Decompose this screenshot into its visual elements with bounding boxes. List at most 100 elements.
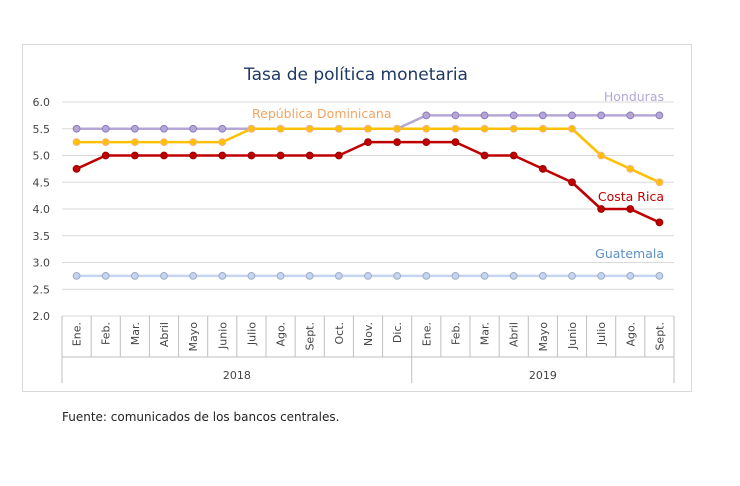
x-tick-label: Mayo <box>187 322 200 352</box>
data-point <box>160 138 168 147</box>
data-point <box>597 271 606 280</box>
data-point <box>509 111 518 120</box>
data-point <box>626 271 635 280</box>
data-point <box>247 271 256 280</box>
series-label: Guatemala <box>595 246 664 261</box>
y-axis: 2.0 2.5 3.0 3.5 4.0 4.5 5.0 5.5 6.0 <box>33 96 51 323</box>
x-tick-label: Ago. <box>275 322 288 347</box>
y-tick-label: 5.0 <box>33 150 51 163</box>
data-point <box>422 271 431 280</box>
data-point <box>101 138 110 147</box>
year-label: 2018 <box>223 369 251 382</box>
data-point <box>364 124 372 133</box>
line-chart: Tasa de política monetaria 2.0 2.5 3.0 3.5 4… <box>33 65 675 383</box>
series-label: Honduras <box>604 89 664 104</box>
data-point <box>364 271 372 280</box>
data-point <box>130 138 139 147</box>
data-point <box>189 138 198 147</box>
y-tick-label: 5.5 <box>33 123 51 136</box>
data-point <box>597 151 606 160</box>
chart-title: Tasa de política monetaria <box>243 65 468 85</box>
data-point <box>276 124 285 133</box>
data-point <box>393 271 402 280</box>
data-point <box>568 271 576 280</box>
source-note: Fuente: comunicados de los bancos centra… <box>62 410 340 424</box>
data-point <box>276 271 285 280</box>
x-tick-label: Oct. <box>333 322 346 345</box>
data-point <box>626 111 635 120</box>
y-tick-label: 4.5 <box>33 176 51 189</box>
y-tick-label: 3.0 <box>33 257 51 270</box>
data-point <box>597 205 606 213</box>
x-tick-label: Nov. <box>362 322 375 346</box>
x-tick-label: Abril <box>158 322 171 347</box>
y-tick-label: 6.0 <box>33 96 51 109</box>
series-lines <box>72 111 664 280</box>
data-point <box>538 164 547 173</box>
data-point <box>101 151 110 160</box>
data-point <box>364 138 372 147</box>
data-point <box>101 124 110 133</box>
x-tick-label: Dic. <box>391 322 404 343</box>
data-point <box>247 124 256 133</box>
chart-frame <box>22 44 692 392</box>
data-point <box>655 271 664 280</box>
x-tick-label: Mayo <box>537 322 550 352</box>
y-tick-label: 4.0 <box>33 203 51 216</box>
data-point <box>130 151 139 160</box>
data-point <box>334 271 343 280</box>
data-point <box>218 151 227 160</box>
data-point <box>480 151 489 160</box>
data-point <box>218 124 227 133</box>
data-point <box>480 271 489 280</box>
data-point <box>422 124 431 133</box>
x-tick-label: Julio <box>245 322 258 346</box>
data-point <box>626 164 635 173</box>
data-point <box>568 178 576 187</box>
data-point <box>160 124 168 133</box>
data-point <box>509 124 518 133</box>
data-point <box>538 124 547 133</box>
x-tick-label: Sept. <box>304 322 317 351</box>
data-point <box>393 138 402 147</box>
x-tick-label: Junio <box>566 322 579 350</box>
series-labels: Honduras República Dominicana Costa Rica Gu… <box>252 89 664 261</box>
data-point <box>305 124 314 133</box>
x-tick-label: Feb. <box>100 322 113 345</box>
series-label: Costa Rica <box>598 189 664 204</box>
data-point <box>568 124 576 133</box>
data-point <box>160 151 168 160</box>
data-point <box>189 271 198 280</box>
x-tick-label: Sept. <box>653 322 666 351</box>
data-point <box>101 271 110 280</box>
data-point <box>451 111 460 120</box>
data-point <box>480 124 489 133</box>
x-tick-label: Abril <box>508 322 521 347</box>
x-tick-label: Ago. <box>624 322 637 347</box>
data-point <box>480 111 489 120</box>
data-point <box>538 111 547 120</box>
data-point <box>509 151 518 160</box>
data-point <box>393 124 402 133</box>
data-point <box>597 111 606 120</box>
data-point <box>130 271 139 280</box>
data-point <box>334 124 343 133</box>
data-point <box>72 164 81 173</box>
data-point <box>189 124 198 133</box>
x-tick-label: Junio <box>216 322 229 350</box>
data-point <box>160 271 168 280</box>
x-tick-label: Mar. <box>479 322 492 345</box>
y-tick-label: 2.0 <box>33 310 51 323</box>
data-point <box>218 271 227 280</box>
data-point <box>451 271 460 280</box>
data-point <box>130 124 139 133</box>
data-point <box>655 218 664 227</box>
x-tick-label: Julio <box>595 322 608 346</box>
x-tick-label: Mar. <box>129 322 142 345</box>
data-point <box>568 111 576 120</box>
data-point <box>218 138 227 147</box>
data-point <box>72 271 81 280</box>
data-point <box>655 111 664 120</box>
x-axis: Ene. Feb. Mar. Abril Mayo Junio Julio Ago. Sept.… <box>61 316 675 383</box>
data-point <box>422 138 431 147</box>
